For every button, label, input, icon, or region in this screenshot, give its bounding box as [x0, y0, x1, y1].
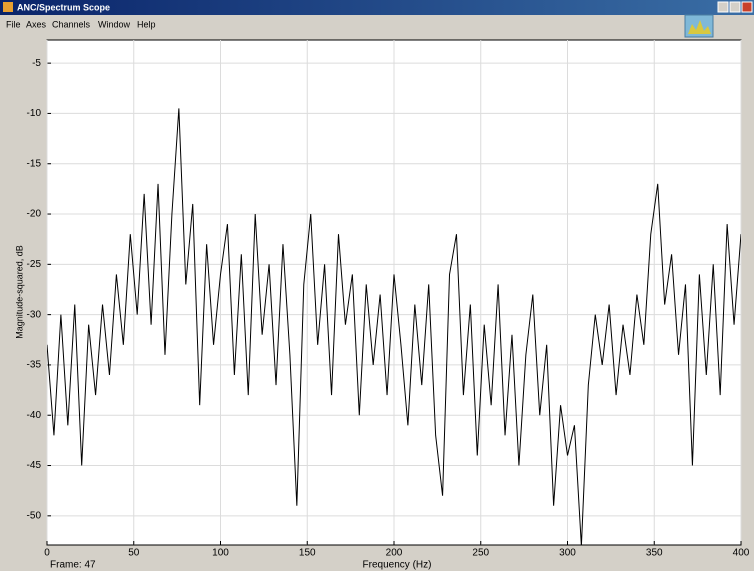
- app-icon: [3, 2, 13, 12]
- x-tick-label: 250: [472, 548, 489, 559]
- y-tick-label: -45: [27, 460, 42, 471]
- y-tick-label: -10: [27, 108, 42, 119]
- x-tick-label: 200: [386, 548, 403, 559]
- spectrum-line: [47, 108, 741, 545]
- menu-item[interactable]: Window: [98, 19, 131, 29]
- x-tick-label: 350: [646, 548, 663, 559]
- y-tick-label: -35: [27, 360, 42, 371]
- menu-item[interactable]: Axes: [26, 19, 47, 29]
- x-tick-label: 150: [299, 548, 316, 559]
- y-tick-label: -15: [27, 158, 42, 169]
- y-tick-label: -50: [27, 510, 42, 521]
- x-tick-label: 400: [733, 548, 750, 559]
- minimize-button[interactable]: [717, 1, 729, 13]
- y-tick-label: -5: [32, 58, 41, 69]
- menu-item[interactable]: Channels: [52, 19, 91, 29]
- plot-area: [46, 39, 742, 546]
- y-tick-label: -25: [27, 259, 42, 270]
- close-button[interactable]: [741, 1, 753, 13]
- maximize-button[interactable]: [729, 1, 741, 13]
- x-tick-label: 100: [212, 548, 229, 559]
- toolbar-icon-graph: [688, 20, 711, 34]
- x-axis-label: Frequency (Hz): [363, 560, 432, 571]
- menu-item[interactable]: Help: [137, 19, 156, 29]
- title-bar: [0, 0, 754, 15]
- x-tick-label: 50: [128, 548, 140, 559]
- x-tick-label: 0: [44, 548, 50, 559]
- menu-item[interactable]: File: [6, 19, 21, 29]
- x-tick-label: 300: [559, 548, 576, 559]
- y-axis-label: Magnitude-squared, dB: [14, 245, 24, 339]
- y-tick-label: -40: [27, 410, 42, 421]
- y-tick-label: -30: [27, 309, 42, 320]
- frame-annotation: Frame: 47: [50, 560, 96, 571]
- y-tick-label: -20: [27, 209, 42, 220]
- window-title: ANC/Spectrum Scope: [17, 2, 110, 12]
